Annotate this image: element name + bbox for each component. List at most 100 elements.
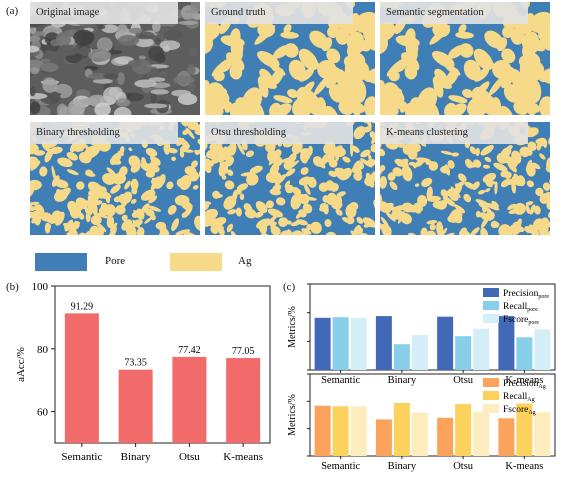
ag-region (207, 149, 215, 159)
ag-region (364, 96, 375, 115)
bar-value-label: 91.29 (71, 301, 94, 312)
ag-region (542, 182, 550, 191)
sem-grain (150, 93, 158, 104)
ag-region (434, 68, 449, 85)
ag-region (269, 102, 282, 115)
ag-region (120, 198, 128, 209)
ag-region (346, 31, 364, 51)
ag-region (222, 167, 229, 174)
ag-region (78, 212, 85, 220)
legend-label: FscoreAg (503, 405, 536, 416)
ag-region (300, 179, 315, 186)
sem-grain (134, 79, 157, 88)
ag-region (426, 186, 433, 201)
ag-region (166, 181, 174, 190)
ag-region (380, 22, 396, 42)
ag-region (148, 195, 158, 204)
ag-region (131, 187, 138, 195)
ag-region (303, 183, 311, 195)
ag-region (380, 176, 388, 189)
sem-grain (43, 28, 58, 34)
ag-region (278, 217, 289, 227)
ag-region (425, 160, 433, 166)
aacc-bar-chart: 60 80 100 aAcc/% 91.29 Semantic 73.35 Binary 77.… (15, 281, 271, 463)
x-tick-label: K-means (505, 375, 543, 386)
ag-region (291, 186, 302, 196)
ag-region (539, 193, 550, 204)
ag-region (192, 184, 199, 190)
ag-region (301, 228, 312, 235)
sem-grain (163, 29, 182, 41)
ag-region (227, 209, 237, 215)
ag-region (324, 219, 332, 228)
metric-bar (534, 329, 551, 370)
ag-region (486, 202, 500, 211)
ag-region (432, 22, 451, 38)
ag-region (150, 155, 155, 161)
ag-region (75, 197, 88, 210)
ag-region (380, 200, 392, 214)
ag-region (484, 30, 504, 49)
ag-region (307, 96, 320, 108)
ag-region (270, 226, 281, 235)
ag-region (198, 169, 200, 178)
sem-grain (55, 32, 71, 47)
phase-legend: Pore Ag (30, 249, 550, 273)
ag-region (57, 157, 73, 168)
ag-region (298, 48, 319, 71)
ag-region (69, 141, 78, 153)
ag-region (128, 155, 141, 168)
ag-region (85, 211, 91, 223)
metric-bar (516, 337, 533, 370)
legend-swatch (483, 378, 499, 387)
ag-region (290, 220, 302, 227)
ag-region (482, 173, 497, 183)
ag-region (321, 184, 332, 189)
ag-region (163, 144, 169, 151)
ag-region (321, 154, 329, 165)
tile-label: Binary thresholding (30, 122, 178, 144)
ag-region (480, 217, 489, 228)
ag-region (298, 209, 307, 218)
legend-label: Recallpore (503, 302, 538, 313)
ag-region (110, 184, 121, 194)
metric-bar (473, 328, 490, 370)
ag-region (326, 48, 341, 64)
ag-region (130, 178, 139, 191)
ag-region (480, 227, 489, 235)
ag-region (334, 167, 346, 174)
ag-region (454, 204, 466, 214)
y-axis-label: Metrics/% (287, 394, 298, 436)
legend-swatch (483, 404, 499, 413)
legend-label: PrecisionAg (503, 379, 546, 390)
ag-region (229, 28, 241, 46)
ag-region (30, 205, 34, 211)
sem-grain (117, 24, 128, 33)
ag-region (224, 146, 232, 158)
tile-ground-truth: Ground truth (205, 2, 375, 115)
ag-region (324, 231, 337, 235)
ag-region (535, 187, 544, 197)
ag-region (507, 161, 517, 173)
ag-region (538, 71, 550, 83)
ag-region (195, 147, 200, 155)
ag-region (269, 221, 276, 227)
x-tick-label: Semantic (321, 461, 360, 472)
ag-region (244, 208, 257, 219)
metric-bar (411, 412, 428, 456)
ag-region (380, 216, 389, 227)
ag-region (358, 161, 365, 169)
ag-region (54, 211, 65, 226)
ag-region (386, 58, 405, 77)
ag-region (171, 156, 177, 162)
ag-region (528, 224, 540, 235)
tile-binary-thresholding: Binary thresholding (30, 122, 200, 235)
ag-region (182, 129, 189, 136)
ag-region (542, 222, 550, 228)
ag-region (336, 191, 346, 197)
ag-region (90, 214, 102, 226)
metric-bar (498, 316, 515, 370)
metric-bar (375, 419, 392, 456)
sem-grain (94, 102, 111, 115)
sem-grain (40, 58, 51, 63)
